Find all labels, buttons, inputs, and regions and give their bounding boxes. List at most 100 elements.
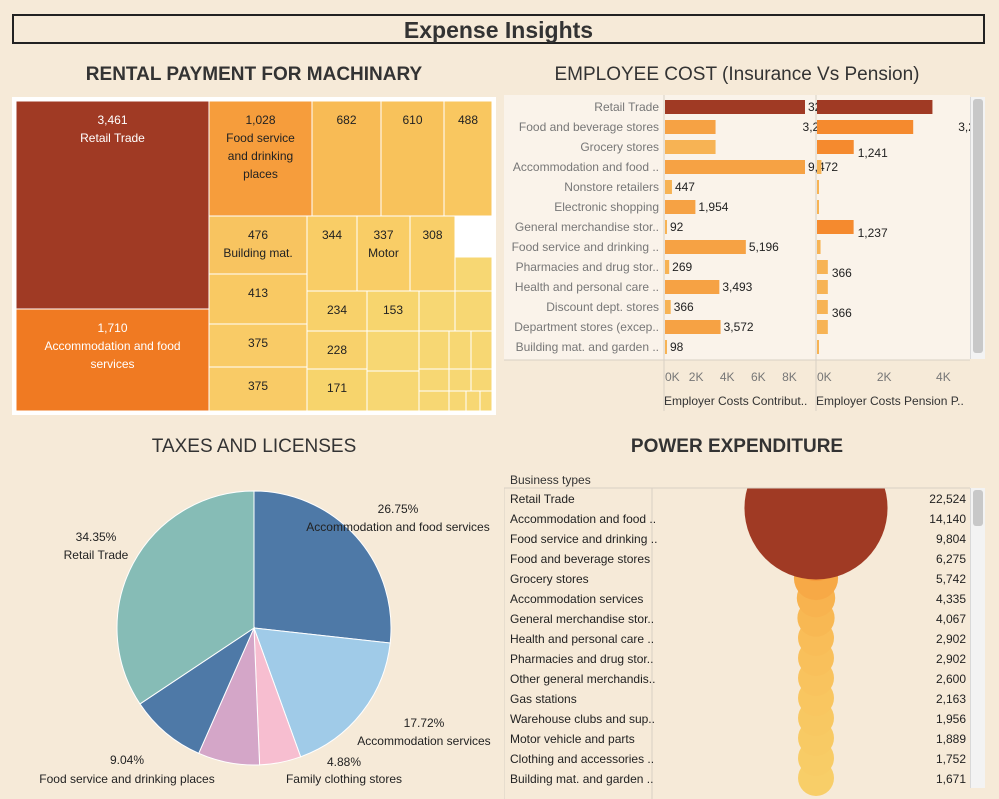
treemap-value-label: 228 bbox=[327, 343, 347, 357]
treemap-small-cell bbox=[418, 368, 450, 392]
power-value-label: 9,804 bbox=[936, 532, 966, 546]
power-value-label: 1,752 bbox=[936, 752, 966, 766]
bar-value-label: 1,954 bbox=[698, 200, 728, 214]
pension-bar bbox=[817, 300, 828, 314]
treemap-cell bbox=[306, 215, 358, 292]
business-type-label: Motor vehicle and parts bbox=[510, 732, 635, 746]
employee-cost-scrollbar[interactable] bbox=[970, 97, 985, 359]
bar-value-label: 3,250 bbox=[958, 120, 970, 134]
business-type-label: Pharmacies and drug stor.. bbox=[510, 652, 653, 666]
x-tick-label: 0K bbox=[817, 370, 832, 384]
treemap-value-label: 171 bbox=[327, 381, 347, 395]
treemap-category-label: services bbox=[90, 357, 134, 371]
pie-category-label: Accommodation and food services bbox=[306, 520, 489, 534]
insurance-bar bbox=[665, 280, 720, 294]
category-label: Building mat. and garden .. bbox=[516, 340, 659, 354]
column-header: Business types bbox=[510, 473, 591, 487]
x-tick-label: 4K bbox=[720, 370, 735, 384]
category-label: Nonstore retailers bbox=[564, 180, 659, 194]
bar-value-label: 92 bbox=[670, 220, 684, 234]
power-scrollbar[interactable] bbox=[970, 488, 985, 788]
treemap-category-label: and drinking bbox=[228, 149, 293, 163]
business-type-label: General merchandise stor.. bbox=[510, 612, 654, 626]
power-value-label: 1,889 bbox=[936, 732, 966, 746]
business-type-label: Food and beverage stores bbox=[510, 552, 650, 566]
pension-bar bbox=[817, 280, 828, 294]
x-tick-label: 8K bbox=[782, 370, 797, 384]
insurance-bar bbox=[665, 340, 667, 354]
insurance-bar bbox=[665, 300, 671, 314]
treemap-category-label: Accommodation and food bbox=[44, 339, 180, 353]
treemap-cell bbox=[208, 215, 308, 275]
treemap-value-label: 682 bbox=[336, 113, 356, 127]
scrollbar-thumb[interactable] bbox=[973, 490, 983, 526]
treemap-value-label: 308 bbox=[422, 228, 442, 242]
insurance-bar bbox=[665, 200, 696, 214]
category-label: Pharmacies and drug stor.. bbox=[516, 260, 659, 274]
treemap-category-label: places bbox=[243, 167, 278, 181]
power-value-label: 1,671 bbox=[936, 772, 966, 786]
business-type-label: Warehouse clubs and sup.. bbox=[510, 712, 655, 726]
bar-value-label: 5,196 bbox=[749, 240, 779, 254]
x-tick-label: 2K bbox=[877, 370, 892, 384]
x-axis-title: Employer Costs Contribut.. bbox=[664, 394, 807, 408]
treemap-small-cell bbox=[470, 330, 493, 370]
pension-bar bbox=[817, 140, 854, 154]
treemap-small-cell bbox=[470, 368, 493, 392]
category-label: Electronic shopping bbox=[554, 200, 659, 214]
header-background bbox=[504, 468, 970, 488]
taxes-licenses-title: TAXES AND LICENSES bbox=[151, 436, 357, 457]
category-label: Food service and drinking .. bbox=[512, 240, 659, 254]
category-label: Food and beverage stores bbox=[519, 120, 659, 134]
treemap-cell bbox=[409, 215, 456, 292]
treemap-cell bbox=[380, 100, 445, 217]
business-type-label: Other general merchandis.. bbox=[510, 672, 655, 686]
treemap-cell bbox=[443, 100, 493, 217]
treemap-category-label: Building mat. bbox=[223, 246, 292, 260]
business-type-label: Accommodation services bbox=[510, 592, 643, 606]
pension-bar bbox=[817, 340, 819, 354]
treemap-small-cell bbox=[448, 390, 467, 412]
pie-category-label: Accommodation services bbox=[357, 734, 490, 748]
pension-bar bbox=[817, 260, 828, 274]
bar-value-label: 269 bbox=[672, 260, 692, 274]
pension-bar bbox=[817, 160, 822, 174]
category-label: Retail Trade bbox=[594, 100, 659, 114]
power-expenditure-title: POWER EXPENDITURE bbox=[630, 436, 844, 457]
insurance-bar bbox=[665, 160, 805, 174]
scrollbar-thumb[interactable] bbox=[973, 99, 983, 353]
business-type-label: Building mat. and garden .. bbox=[510, 772, 653, 786]
power-value-label: 2,163 bbox=[936, 692, 966, 706]
bar-value-label: 3,572 bbox=[724, 320, 754, 334]
pension-bar bbox=[817, 100, 933, 114]
business-type-label: Grocery stores bbox=[510, 572, 589, 586]
employee-cost-title: EMPLOYEE COST (Insurance Vs Pension) bbox=[554, 64, 920, 85]
bar-value-label: 1,241 bbox=[858, 146, 888, 160]
business-type-label: Gas stations bbox=[510, 692, 577, 706]
treemap-small-cell bbox=[366, 330, 420, 372]
power-value-label: 14,140 bbox=[929, 512, 966, 526]
pension-bar bbox=[817, 200, 819, 214]
treemap-value-label: 413 bbox=[248, 286, 268, 300]
treemap-value-label: 234 bbox=[327, 303, 347, 317]
treemap-cell bbox=[208, 366, 308, 412]
bar-value-label: 9,472 bbox=[808, 160, 838, 174]
treemap-value-label: 3,461 bbox=[97, 113, 127, 127]
treemap-value-label: 476 bbox=[248, 228, 268, 242]
category-label: Discount dept. stores bbox=[546, 300, 659, 314]
treemap-category-label: Motor bbox=[368, 246, 399, 260]
pie-percent-label: 4.88% bbox=[327, 755, 361, 769]
pension-bar bbox=[817, 240, 821, 254]
treemap-category-label: Retail Trade bbox=[80, 131, 145, 145]
pie-percent-label: 17.72% bbox=[404, 716, 445, 730]
treemap-small-cell bbox=[418, 330, 450, 370]
treemap-cell bbox=[208, 323, 308, 368]
pie-slice bbox=[253, 490, 392, 644]
treemap-cell bbox=[366, 290, 420, 332]
rental-payment-treemap: 3,461 Retail Trade 1,710 Accommodation and … bbox=[12, 97, 496, 415]
employee-cost-chart: Retail Trade32,138Food and beverage stor… bbox=[504, 95, 970, 411]
treemap-value-label: 375 bbox=[248, 379, 268, 393]
treemap-cell bbox=[306, 330, 368, 370]
category-label: Department stores (excep.. bbox=[514, 320, 659, 334]
power-value-label: 22,524 bbox=[929, 492, 966, 506]
